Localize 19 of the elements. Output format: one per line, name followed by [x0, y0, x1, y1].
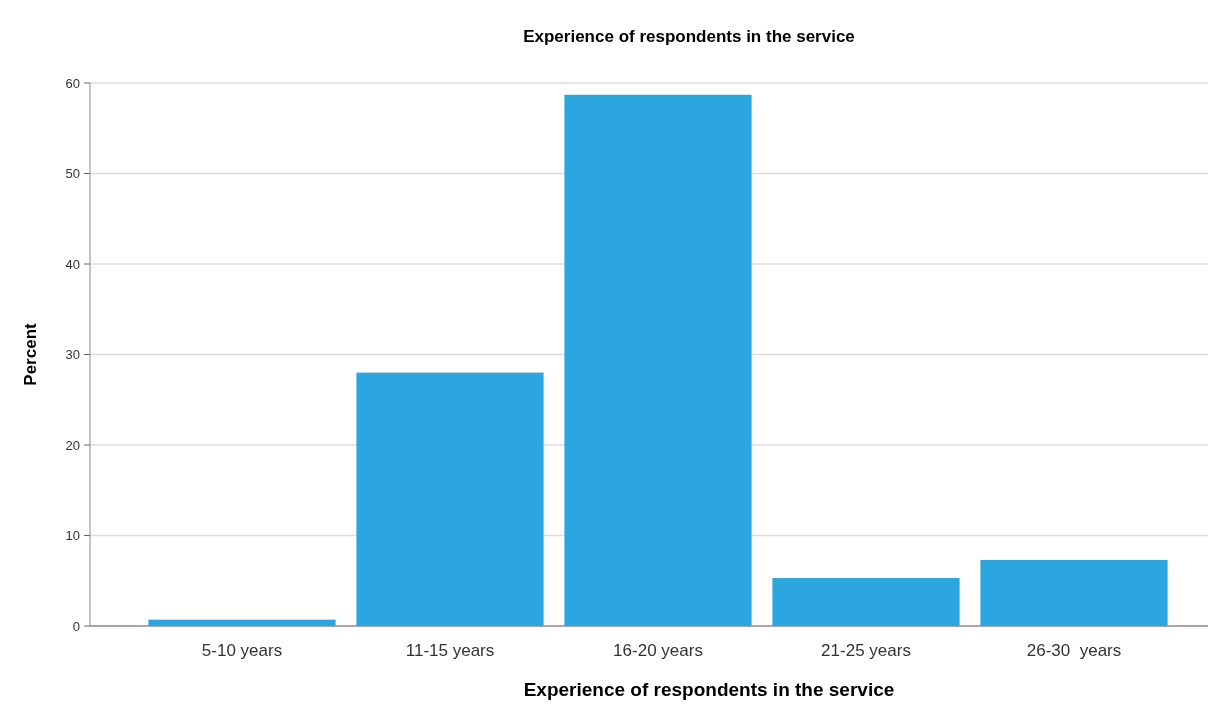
- y-tick-label: 60: [65, 75, 80, 91]
- x-tick-label: 5-10 years: [201, 641, 283, 660]
- y-tick-label: 30: [65, 347, 80, 363]
- x-tick-label: 16-20 years: [613, 641, 703, 660]
- y-tick-label: 40: [65, 256, 80, 272]
- y-tick-label: 20: [65, 437, 80, 453]
- y-axis-title: Percent: [21, 322, 40, 386]
- x-tick-label: 26-30 years: [1026, 641, 1122, 660]
- y-tick-label: 10: [65, 528, 80, 544]
- bar: [356, 372, 544, 626]
- x-tick-label: 11-15 years: [405, 641, 495, 660]
- bar: [772, 578, 960, 626]
- y-tick-label: 50: [65, 166, 80, 182]
- bar: [980, 559, 1168, 626]
- x-axis-title: Experience of respondents in the service: [523, 679, 895, 700]
- chart-title: Experience of respondents in the service: [523, 27, 855, 46]
- x-tick-label: 21-25 years: [821, 641, 911, 660]
- bar: [564, 94, 752, 626]
- y-tick-label: 0: [72, 618, 80, 634]
